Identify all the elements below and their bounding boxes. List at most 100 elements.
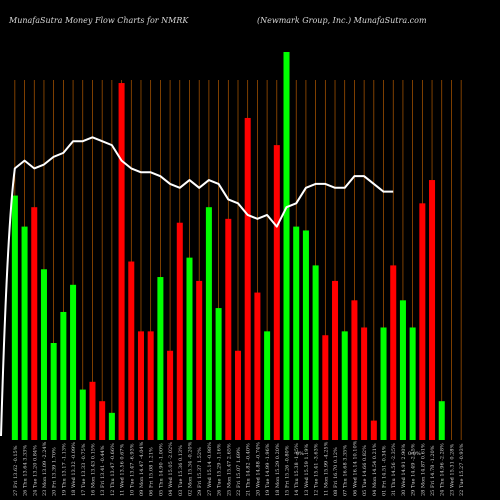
bar [351, 300, 358, 440]
bar [50, 343, 57, 440]
x-tick-label: 25 Fri 14.78 -1.20% [430, 445, 436, 496]
bar [399, 300, 406, 440]
x-tick-label: 24 Tue 13.20 0.84% [32, 445, 38, 496]
bar [176, 222, 183, 440]
bar [390, 265, 397, 440]
x-tick-label: 20 Fri 13.39 1.70% [52, 447, 58, 496]
bar [186, 257, 193, 440]
x-tick-label: 13 Wed 15.59 1.19% [304, 444, 310, 496]
x-tick-label: 19 Thu 13.17 -1.13% [61, 443, 67, 496]
x-tick-label: 30 Wed 14.91 2.90% [401, 444, 407, 496]
x-tick-label: 18 Mon 15.29 0.20% [275, 443, 281, 496]
x-tick-label: 26 Tue 15.29 -1.16% [217, 443, 223, 496]
x-tick-label: 08 Fri 16.70 0.12% [333, 447, 339, 496]
x-tick-label: 04 Mon 14.54 0.21% [372, 443, 378, 496]
bar-series [11, 52, 445, 441]
bar [108, 412, 115, 440]
bar [254, 292, 261, 440]
x-tick-label: 07 Thu 16.68 3.35% [343, 445, 349, 496]
bar [225, 218, 232, 440]
bar [370, 420, 377, 440]
bar [11, 195, 18, 440]
bar [60, 311, 67, 440]
x-tick-label: 26 Thu 13.64 3.33% [23, 445, 29, 496]
annotations: 0% 0.0% [296, 451, 421, 457]
x-tick-label: 12 Tue 15.41 -3.63% [314, 443, 320, 496]
bar [89, 381, 96, 440]
bar [361, 327, 368, 440]
x-tick-label: 02 Mon 15.34 -0.20% [187, 441, 193, 496]
money-flow-line-path [0, 136, 394, 437]
x-tick-label: 13 Fri 13.41 -0.44% [100, 445, 106, 496]
bar [99, 401, 106, 440]
x-tick-label: 01 Fri 14.51 -0.34% [382, 445, 388, 496]
x-tick-label: 25 Mon 15.47 2.65% [226, 443, 232, 496]
bar [40, 269, 47, 440]
annotation-label: 0.0% [408, 451, 421, 457]
bar [147, 331, 154, 440]
x-tick-labels: 27 Fri 13.62 -0.15% 26 Thu 13.64 3.33% 24 … [13, 440, 465, 496]
bar [205, 207, 212, 440]
bar [79, 389, 86, 440]
bar [215, 308, 222, 440]
chart-title-right: (Newmark Group, Inc.) MunafaSutra.com [257, 16, 427, 25]
x-tick-label: 24 Thu 14.96 -2.28% [440, 443, 446, 496]
x-tick-label: 11 Mon 15.99 -4.25% [323, 441, 329, 496]
x-tick-label: 11 Wed 13.56 0.67% [120, 444, 126, 496]
bar [332, 280, 339, 440]
bar [419, 203, 426, 440]
x-tick-label: 16 Mon 13.43 0.15% [90, 443, 96, 496]
bar [118, 83, 125, 440]
x-tick-label: 05 Thu 14.90 -1.00% [158, 443, 164, 496]
bar [312, 265, 319, 440]
bar [429, 180, 436, 441]
bar [293, 226, 300, 440]
bar [438, 401, 445, 440]
bar [70, 284, 77, 440]
bar [234, 350, 242, 440]
x-tick-label: 29 Tue 14.49 -2.55% [411, 443, 417, 496]
x-tick-label: 03 Tue 15.36 0.13% [178, 445, 184, 496]
x-tick-label: 14 Thu 15.38 -1.35% [294, 443, 300, 496]
bar [341, 331, 348, 440]
chart-title-left: MunafaSutra Money Flow Charts for NMRK [9, 16, 189, 25]
bar [21, 226, 28, 440]
x-tick-label: 04 Wed 15.05 -2.02% [168, 442, 174, 496]
bar [322, 335, 329, 440]
x-tick-label: 15 Fri 15.26 -0.80% [285, 445, 291, 496]
bar [409, 327, 416, 440]
bar [196, 280, 203, 440]
bar [167, 350, 174, 440]
x-tick-label: 09 Mon 14.47 -4.04% [139, 441, 145, 496]
x-tick-label: 12 Thu 13.47 -0.66% [110, 443, 116, 496]
x-tick-label: 28 Mon 14.87 0.61% [420, 443, 426, 496]
x-tick-label: 06 Fri 15.08 1.21% [149, 447, 155, 496]
x-tick-label: 22 Tue 15.27 -0.93% [459, 443, 465, 496]
x-tick-label: 27 Fri 13.62 -0.15% [13, 445, 19, 496]
x-tick-label: 05 Tue 14.66 0.82% [362, 445, 368, 496]
x-tick-label: 06 Wed 16.14 10.10% [352, 440, 358, 496]
bar [302, 230, 309, 440]
x-tick-label: 31 Thu 14.56 -2.35% [391, 443, 397, 496]
bar [273, 145, 280, 440]
x-tick-label: 29 Fri 15.37 1.52% [197, 447, 203, 496]
x-tick-label: 18 Wed 13.32 -0.09% [71, 442, 77, 496]
x-tick-label: 10 Tue 13.47 -6.93% [129, 443, 135, 496]
x-tick-label: 23 Mon 13.09 -2.24% [42, 441, 48, 496]
bar [31, 207, 38, 440]
bar [128, 261, 135, 440]
bar [157, 277, 164, 440]
x-tick-label: 17 Tue 13.33 -0.75% [81, 443, 87, 496]
money-flow-line [0, 136, 394, 437]
annotation-label: 0% [296, 451, 304, 457]
x-tick-label: 21 Thu 14.82 -0.40% [246, 443, 252, 496]
x-tick-label: 22 Fri 15.07 1.69% [236, 447, 242, 496]
x-tick-label: 27 Wed 15.14 -0.98% [207, 442, 213, 496]
x-tick-label: 20 Wed 14.88 -0.74% [255, 442, 261, 496]
bar [264, 331, 271, 440]
bar [137, 331, 144, 440]
bar [244, 117, 251, 441]
x-tick-label: 19 Tue 14.99 -1.96% [265, 443, 271, 496]
